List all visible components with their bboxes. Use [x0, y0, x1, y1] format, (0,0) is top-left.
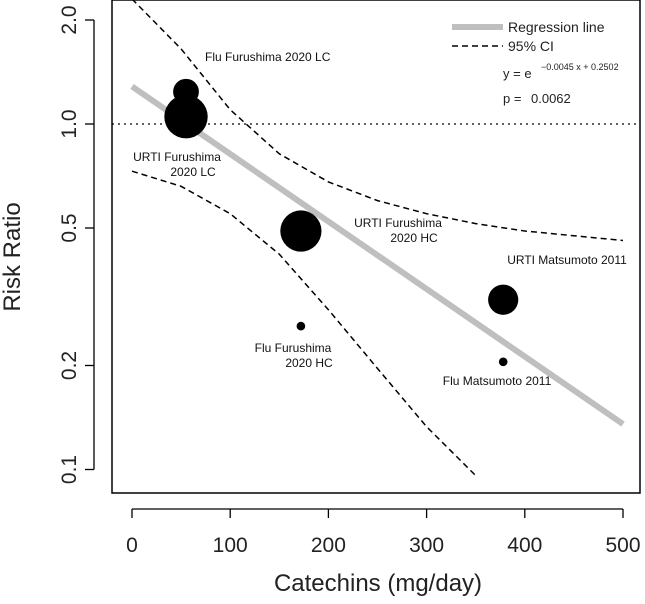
annotation-3-line-1: URTI Furushima [354, 216, 442, 230]
p-value-label: p = [503, 91, 521, 106]
data-points [164, 78, 519, 367]
confidence-interval-group [131, 0, 624, 477]
x-tick-label-300: 300 [409, 534, 444, 557]
x-tick-label-400: 400 [507, 534, 542, 557]
annotation-2-line-1: URTI Furushima [133, 150, 221, 164]
legend: Regression line 95% CI y = e −0.0045 x +… [452, 19, 619, 106]
x-tick-label-200: 200 [311, 534, 346, 557]
axes: 0 100 200 300 400 500 0.1 0.2 0.5 1.0 2.0 [58, 5, 641, 557]
annotation-1-line-1: Flu Furushima 2020 LC [205, 50, 331, 64]
x-tick-label-500: 500 [605, 534, 640, 557]
ci-lower-curve [131, 170, 477, 477]
y-tick-label-0-2: 0.2 [58, 351, 81, 380]
y-tick-label-1: 1.0 [58, 109, 81, 138]
legend-ci-label: 95% CI [508, 38, 554, 54]
legend-regression-label: Regression line [508, 19, 605, 35]
data-point-2 [164, 94, 208, 139]
data-point-6 [488, 284, 519, 315]
y-tick-label-2: 2.0 [58, 5, 81, 34]
annotation-3-line-2: 2020 HC [390, 231, 438, 245]
y-tick-label-0-5: 0.5 [58, 213, 81, 242]
annotation-2-line-2: 2020 LC [170, 165, 216, 179]
data-point-5 [498, 357, 508, 367]
x-axis-title: Catechins (mg/day) [274, 570, 482, 597]
x-tick-label-0: 0 [126, 534, 138, 557]
y-tick-label-0-1: 0.1 [58, 455, 81, 484]
data-point-4 [280, 210, 322, 252]
plot-frame [111, 0, 641, 494]
x-tick-label-100: 100 [213, 534, 248, 557]
equation-exponent: −0.0045 x + 0.2502 [541, 62, 619, 72]
annotation-4-line-2: 2020 HC [285, 356, 333, 370]
annotation-5-line-1: URTI Matsumoto 2011 [507, 253, 627, 267]
p-value: 0.0062 [531, 91, 571, 106]
annotation-4-line-1: Flu Furushima [255, 341, 332, 355]
data-point-3 [296, 321, 306, 331]
annotation-6-line-1: Flu Matsumoto 2011 [443, 374, 552, 388]
y-axis-title: Risk Ratio [0, 202, 26, 311]
equation-base: y = e [503, 66, 532, 81]
plot-border [111, 0, 641, 494]
regression-line-group [130, 83, 625, 427]
regression-line [130, 83, 625, 427]
